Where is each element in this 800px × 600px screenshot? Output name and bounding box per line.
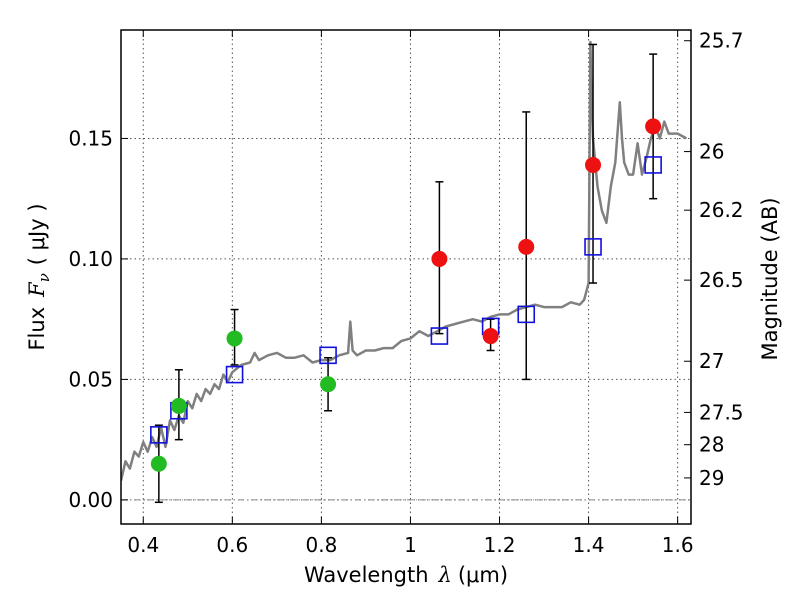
x-tick-label: 1.2: [484, 533, 516, 557]
y2-tick-label: 29: [699, 466, 724, 490]
red-data-point: [431, 250, 448, 267]
model-square-marker: [430, 327, 449, 345]
x-tick-label: 0.6: [216, 533, 248, 557]
red-data-point: [645, 118, 662, 135]
x-axis-label: Wavelength λ (μm): [304, 563, 508, 587]
photometry-points: [150, 118, 662, 472]
model-square-marker: [644, 156, 662, 174]
x-tick-label: 1: [404, 533, 417, 557]
model-spectrum-line: [121, 40, 688, 481]
y-tick-label: 0.05: [68, 367, 113, 391]
y2-tick-label: 26.5: [699, 268, 744, 292]
model-spectrum-group: [121, 40, 688, 481]
model-square-marker: [225, 365, 244, 384]
model-square-marker: [517, 305, 536, 324]
y-axis-label: FluxFν( μJy ): [25, 203, 53, 350]
green-data-point: [170, 397, 187, 414]
red-data-point: [482, 328, 499, 345]
y2-tick-label: 28: [699, 433, 724, 457]
red-data-point: [518, 238, 535, 255]
model-square-marker: [584, 238, 602, 256]
y2-tick-label: 27: [699, 349, 724, 373]
y-tick-label: 0.10: [68, 247, 113, 271]
y2-tick-label: 26: [699, 140, 724, 164]
green-data-point: [226, 330, 243, 347]
y-tick-label: 0.15: [68, 126, 113, 150]
y2-tick-label: 27.5: [699, 400, 744, 424]
axis-ticks: 0.4 0.6 0.8 1 1.2 1.4 1.6 0.00 0.05 0.10 0.15 25.7 2…: [68, 29, 743, 557]
y2-tick-label: 25.7: [699, 29, 744, 53]
y2-tick-label: 26.2: [699, 198, 744, 222]
x-tick-label: 1.4: [573, 533, 605, 557]
y2-axis-label: Magnitude (AB): [758, 197, 782, 360]
model-square-marker: [150, 426, 168, 444]
model-square-marker: [319, 346, 337, 365]
x-tick-label: 1.6: [662, 533, 694, 557]
x-tick-label: 0.4: [127, 533, 159, 557]
green-data-point: [320, 376, 337, 393]
green-data-point: [150, 455, 167, 472]
red-data-point: [585, 156, 602, 173]
plot-frame: [120, 29, 692, 525]
x-tick-label: 0.8: [305, 533, 337, 557]
y-tick-label: 0.00: [68, 488, 113, 512]
